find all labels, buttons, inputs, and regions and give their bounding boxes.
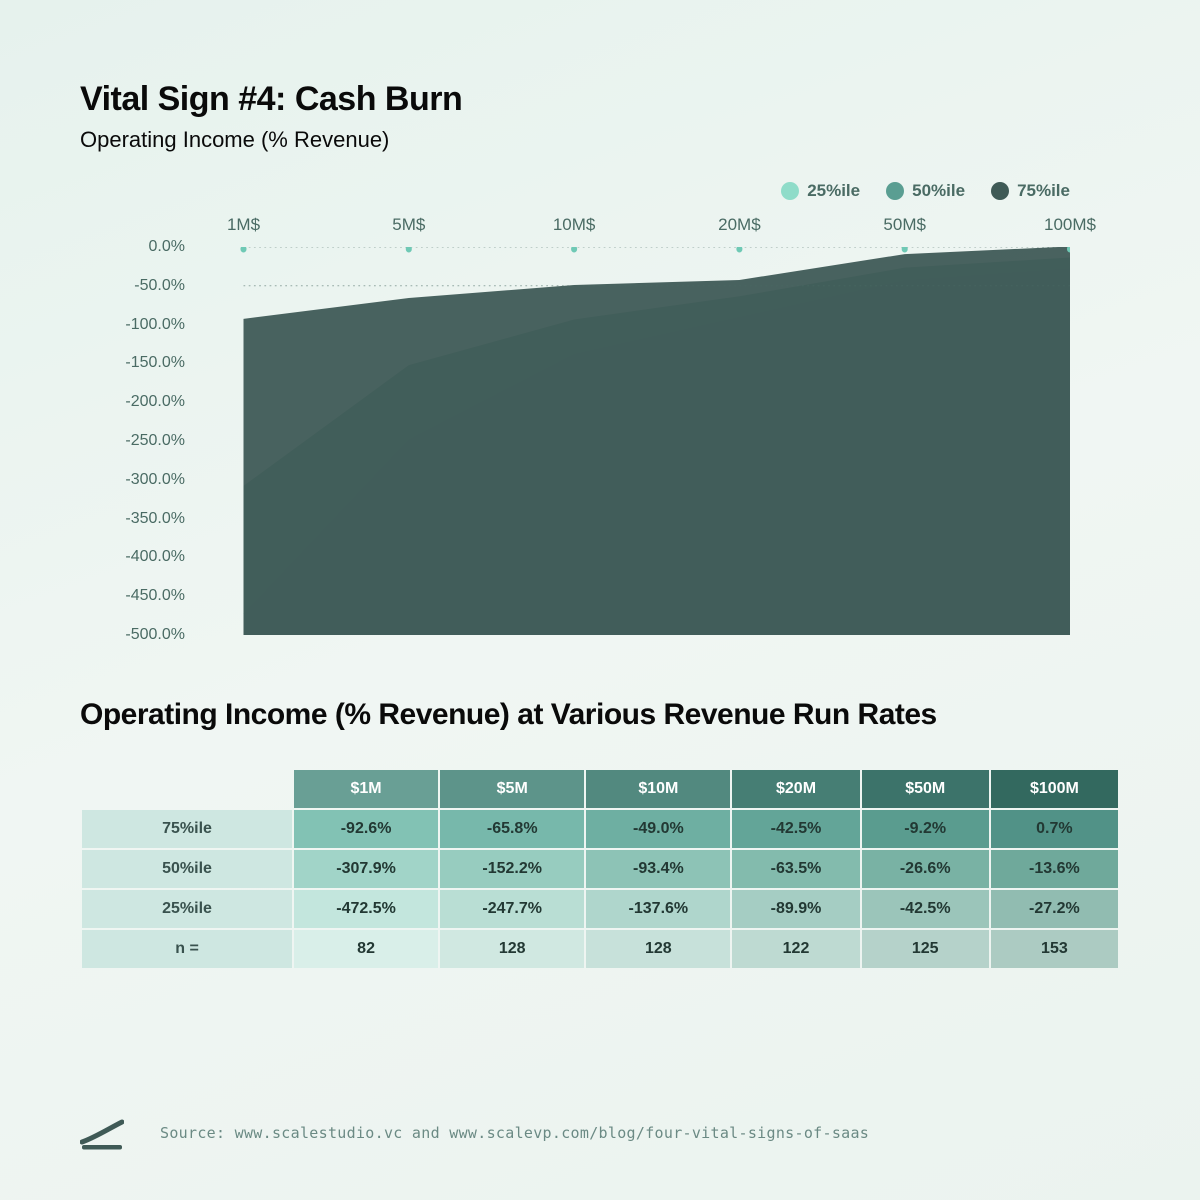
axis-marker (571, 247, 577, 253)
table-cell: -63.5% (732, 850, 859, 888)
y-axis-label: -200.0% (125, 393, 185, 411)
table-cell: -49.0% (586, 810, 730, 848)
table-cell: -42.5% (732, 810, 859, 848)
legend-item: 75%ile (991, 181, 1070, 201)
y-axis-label: -150.0% (125, 354, 185, 372)
y-axis-label: -300.0% (125, 471, 185, 489)
cash-burn-chart: 1M$ 5M$ 10M$ 20M$ 50M$ 100M$ 0.0% -50.0% -100.0… (80, 215, 1120, 635)
table-cell: 125 (862, 930, 989, 968)
y-axis-label: -50.0% (134, 277, 185, 295)
axis-marker (902, 247, 908, 253)
x-axis-label: 1M$ (227, 215, 260, 235)
x-axis-label: 5M$ (392, 215, 425, 235)
table-title: Operating Income (% Revenue) at Various … (80, 695, 940, 734)
table-column-header: $50M (862, 770, 989, 808)
area-series-75%ile (244, 247, 1071, 635)
table-column-header: $10M (586, 770, 730, 808)
table-cell: -137.6% (586, 890, 730, 928)
table-cell: -65.8% (440, 810, 584, 848)
y-axis-label: -350.0% (125, 510, 185, 528)
table-cell: -13.6% (991, 850, 1118, 888)
table-cell: -472.5% (294, 890, 438, 928)
legend-label: 50%ile (912, 181, 965, 201)
source-text: Source: www.scalestudio.vc and www.scale… (160, 1124, 869, 1142)
y-axis-label: -400.0% (125, 548, 185, 566)
legend-item: 25%ile (781, 181, 860, 201)
x-axis-label: 50M$ (883, 215, 926, 235)
scale-logo-icon (80, 1116, 124, 1150)
table-row: n =82128128122125153 (82, 930, 1118, 968)
table-row-header: 25%ile (82, 890, 292, 928)
legend-swatch (781, 182, 799, 200)
table-cell: -152.2% (440, 850, 584, 888)
table-cell: -42.5% (862, 890, 989, 928)
y-axis-label: 0.0% (149, 238, 185, 256)
table-cell: 128 (586, 930, 730, 968)
legend-label: 75%ile (1017, 181, 1070, 201)
table-cell: 153 (991, 930, 1118, 968)
page-subtitle: Operating Income (% Revenue) (80, 127, 1120, 153)
axis-marker (736, 247, 742, 253)
table-row: 25%ile-472.5%-247.7%-137.6%-89.9%-42.5%-… (82, 890, 1118, 928)
y-axis-label: -450.0% (125, 587, 185, 605)
table-cell: -307.9% (294, 850, 438, 888)
legend-item: 50%ile (886, 181, 965, 201)
table-row-header: 50%ile (82, 850, 292, 888)
chart-legend: 25%ile 50%ile 75%ile (80, 181, 1120, 201)
table-cell: -92.6% (294, 810, 438, 848)
table-cell: -26.6% (862, 850, 989, 888)
percentile-table: $1M$5M$10M$20M$50M$100M 75%ile-92.6%-65.… (80, 768, 1120, 970)
table-cell: 0.7% (991, 810, 1118, 848)
axis-marker (240, 247, 246, 253)
legend-swatch (886, 182, 904, 200)
table-cell: 82 (294, 930, 438, 968)
table-row: 75%ile-92.6%-65.8%-49.0%-42.5%-9.2%0.7% (82, 810, 1118, 848)
table-row-header: 75%ile (82, 810, 292, 848)
table-corner-blank (82, 770, 292, 808)
legend-label: 25%ile (807, 181, 860, 201)
x-axis-label: 10M$ (553, 215, 596, 235)
table-cell: 128 (440, 930, 584, 968)
legend-swatch (991, 182, 1009, 200)
x-axis-label: 100M$ (1044, 215, 1096, 235)
y-axis-label: -100.0% (125, 316, 185, 334)
table-cell: 122 (732, 930, 859, 968)
table-column-header: $20M (732, 770, 859, 808)
y-axis-label: -250.0% (125, 432, 185, 450)
table-row-header: n = (82, 930, 292, 968)
page-title: Vital Sign #4: Cash Burn (80, 80, 1120, 119)
axis-marker (406, 247, 412, 253)
table-cell: -247.7% (440, 890, 584, 928)
footer: Source: www.scalestudio.vc and www.scale… (80, 1116, 1120, 1150)
table-column-header: $100M (991, 770, 1118, 808)
table-column-header: $1M (294, 770, 438, 808)
y-axis-label: -500.0% (125, 626, 185, 644)
x-axis-label: 20M$ (718, 215, 761, 235)
table-cell: -27.2% (991, 890, 1118, 928)
table-cell: -93.4% (586, 850, 730, 888)
table-row: 50%ile-307.9%-152.2%-93.4%-63.5%-26.6%-1… (82, 850, 1118, 888)
table-column-header: $5M (440, 770, 584, 808)
table-cell: -89.9% (732, 890, 859, 928)
table-cell: -9.2% (862, 810, 989, 848)
